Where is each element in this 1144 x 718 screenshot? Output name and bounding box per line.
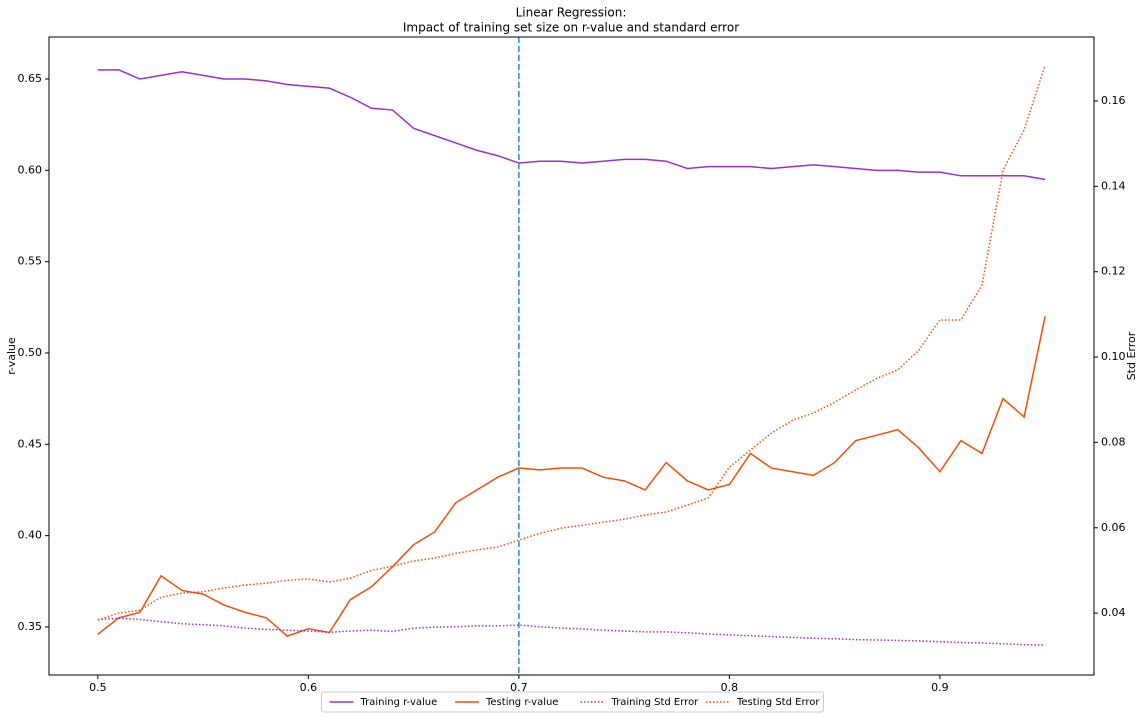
y2-tick-label: 0.10	[1101, 350, 1126, 363]
legend-label: Testing r-value	[485, 697, 558, 708]
y-tick-label: 0.60	[18, 163, 43, 176]
y2-tick-label: 0.16	[1101, 94, 1126, 107]
legend-label: Training r-value	[360, 697, 438, 708]
series-line	[97, 617, 1046, 646]
plot-frame	[48, 36, 1095, 676]
y-tick-label: 0.40	[18, 529, 43, 542]
y-tick-label: 0.50	[18, 346, 43, 359]
series-line	[97, 316, 1046, 637]
y2-tick-label: 0.12	[1101, 265, 1126, 278]
y2-tick-label: 0.06	[1101, 521, 1126, 534]
y2-axis-label: Std Error	[1125, 331, 1138, 380]
y-tick-label: 0.65	[18, 72, 43, 85]
series-line	[97, 64, 1046, 621]
x-tick-label: 0.5	[89, 681, 107, 694]
legend-box	[321, 691, 824, 713]
chart-subtitle: Impact of training set size on r-value a…	[403, 21, 739, 35]
y-tick-label: 0.55	[18, 255, 43, 268]
y2-tick-label: 0.04	[1101, 606, 1126, 619]
x-tick-label: 0.8	[721, 681, 739, 694]
x-tick-label: 0.7	[510, 681, 528, 694]
legend-label: Testing Std Error	[736, 697, 820, 708]
x-tick-label: 0.9	[931, 681, 949, 694]
series-line	[97, 69, 1046, 181]
y2-tick-label: 0.14	[1101, 179, 1126, 192]
x-tick-label: 0.6	[300, 681, 318, 694]
y2-tick-label: 0.08	[1101, 435, 1126, 448]
legend-label: Training Std Error	[611, 697, 700, 708]
y-tick-label: 0.45	[18, 437, 43, 450]
y-axis-label: r-value	[5, 337, 18, 375]
y-tick-label: 0.35	[18, 620, 43, 633]
chart-title: Linear Regression:	[516, 6, 627, 20]
